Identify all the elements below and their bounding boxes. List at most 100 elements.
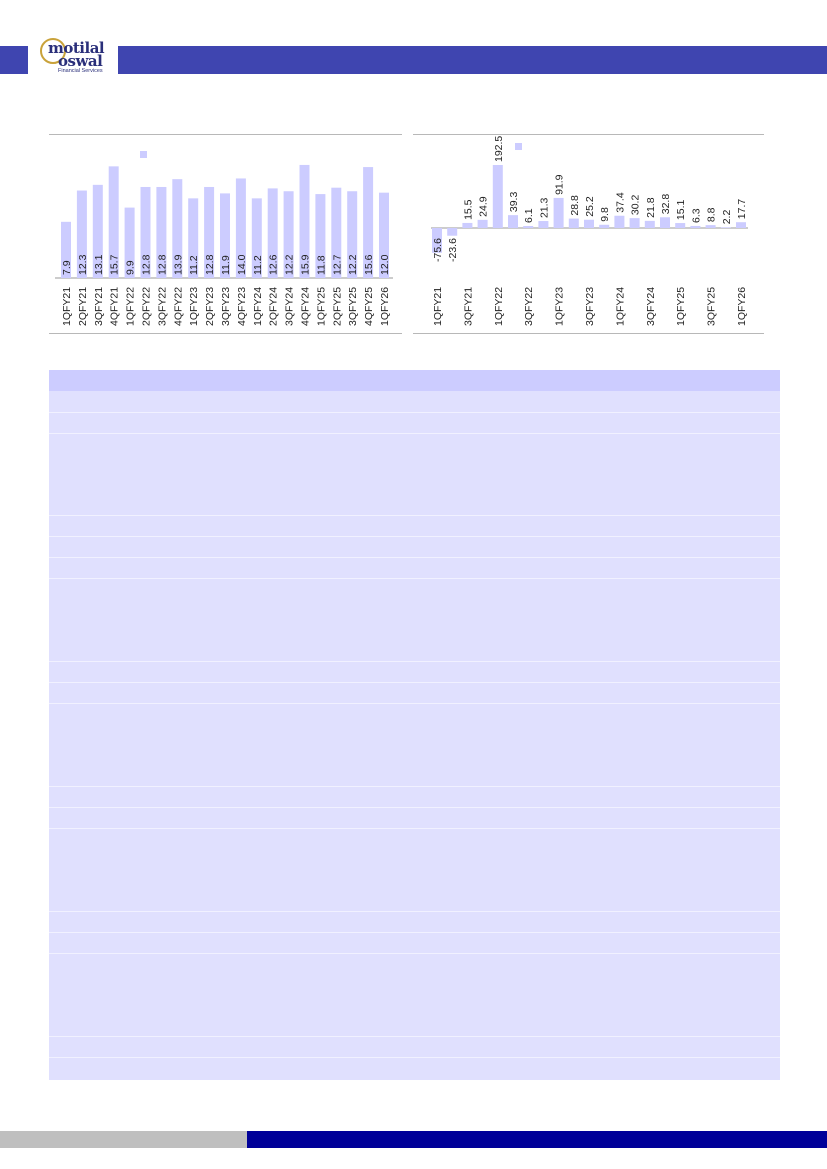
x-tick-label: 2QFY21 xyxy=(77,287,89,326)
x-tick-label: 1QFY25 xyxy=(675,287,687,326)
bar xyxy=(675,223,686,228)
table-row-divider xyxy=(49,828,780,829)
data-label: 12.8 xyxy=(204,254,216,275)
table-row-divider xyxy=(49,703,780,704)
x-tick-label: 2QFY24 xyxy=(268,287,280,326)
chart-1-bottom-rule xyxy=(49,333,402,334)
x-tick-label: 3QFY24 xyxy=(645,287,657,326)
bar xyxy=(235,178,246,278)
logo-word-2: oswal xyxy=(58,52,103,70)
x-tick-label: 1QFY22 xyxy=(493,287,505,326)
chart-quarterly-bars-left: 7.9 1QFY21 12.3 2QFY21 13.1 3QFY21 15.7 4QFY21 9… xyxy=(55,151,393,326)
table-row-divider xyxy=(49,578,780,579)
table-row-divider xyxy=(49,911,780,912)
data-label: 11.8 xyxy=(315,255,327,275)
bar xyxy=(720,227,731,228)
data-label: 13.1 xyxy=(93,254,105,275)
bar xyxy=(660,217,670,228)
data-label: -23.6 xyxy=(447,238,459,262)
x-tick-label: 4QFY23 xyxy=(236,287,248,326)
data-label: 9.9 xyxy=(125,260,137,275)
x-tick-label: 3QFY23 xyxy=(220,287,232,326)
data-label: 12.8 xyxy=(141,254,153,275)
data-label: 15.5 xyxy=(462,199,474,220)
company-logo: motilal oswal Financial Services xyxy=(38,38,116,78)
bar xyxy=(736,222,746,228)
data-label: 12.6 xyxy=(268,254,280,275)
bar xyxy=(614,215,625,228)
x-tick-label: 1QFY24 xyxy=(614,287,626,326)
data-label: 8.8 xyxy=(706,207,718,222)
data-label: 15.7 xyxy=(109,254,121,275)
x-tick-label: 4QFY22 xyxy=(172,287,184,326)
bar xyxy=(267,188,278,278)
table-row-divider xyxy=(49,433,780,434)
bar xyxy=(363,167,374,278)
x-tick-label: 4QFY24 xyxy=(300,287,312,326)
table-row-divider xyxy=(49,661,780,662)
x-tick-label: 1QFY24 xyxy=(252,287,264,326)
table-header xyxy=(49,370,780,391)
x-tick-label: 1QFY23 xyxy=(554,287,566,326)
table-row-divider xyxy=(49,807,780,808)
data-label: 6.3 xyxy=(690,208,702,223)
table-row-divider xyxy=(49,515,780,516)
bar xyxy=(508,215,518,228)
bar xyxy=(251,198,262,278)
data-label: 12.0 xyxy=(379,254,391,275)
x-tick-label: 3QFY25 xyxy=(706,287,718,326)
x-tick-label: 1QFY21 xyxy=(61,287,73,326)
data-label: 11.9 xyxy=(220,255,232,275)
table-row-divider xyxy=(49,536,780,537)
bar xyxy=(92,184,103,278)
bar xyxy=(220,193,230,278)
x-tick-label: 1QFY23 xyxy=(188,287,200,326)
bar xyxy=(523,226,534,228)
chart-2-top-rule xyxy=(413,134,764,135)
table-row-divider xyxy=(49,557,780,558)
bar xyxy=(315,194,326,278)
bar xyxy=(690,225,701,228)
x-tick-label: 1QFY26 xyxy=(736,287,748,326)
data-label: 9.8 xyxy=(599,207,611,222)
bar xyxy=(108,166,119,278)
bar xyxy=(61,221,71,278)
bar xyxy=(204,186,215,278)
bar xyxy=(124,207,135,278)
bar xyxy=(629,218,640,228)
bar xyxy=(447,228,458,236)
data-label: 32.8 xyxy=(660,194,672,215)
header-bar xyxy=(118,46,827,74)
data-label: -75.6 xyxy=(432,238,444,262)
table-body xyxy=(49,391,780,1080)
bar xyxy=(705,225,716,228)
x-tick-label: 4QFY21 xyxy=(109,287,121,326)
bar xyxy=(462,222,473,228)
logo-ring-icon xyxy=(40,38,66,64)
x-tick-label: 2QFY22 xyxy=(141,287,153,326)
bar xyxy=(492,165,503,228)
chart-quarterly-growth-right: -75.6 1QFY21 -23.6 15.5 3QFY21 24.9 192.5 1QFY2… xyxy=(431,136,748,326)
data-label: 21.3 xyxy=(538,197,550,218)
logo-word-1: motilal xyxy=(48,39,105,57)
x-tick-label: 3QFY25 xyxy=(347,287,359,326)
bar xyxy=(584,219,594,228)
data-label: 7.9 xyxy=(61,260,73,275)
data-label: 15.6 xyxy=(363,254,375,275)
data-label: 12.2 xyxy=(347,254,359,275)
data-label: 6.1 xyxy=(523,208,535,223)
data-label: 37.4 xyxy=(614,192,626,213)
data-label: 91.9 xyxy=(554,174,566,195)
x-tick-label: 1QFY26 xyxy=(379,287,391,326)
bar xyxy=(76,190,87,278)
data-label: 39.3 xyxy=(508,192,520,213)
data-label: 15.9 xyxy=(300,254,312,275)
x-tick-label: 3QFY22 xyxy=(523,287,535,326)
bar xyxy=(553,197,564,228)
data-label: 30.2 xyxy=(630,195,642,216)
x-tick-label: 2QFY23 xyxy=(204,287,216,326)
x-tick-label: 3QFY22 xyxy=(156,287,168,326)
footer-blue-bar xyxy=(247,1131,827,1148)
bar xyxy=(156,186,167,278)
bar xyxy=(188,198,199,278)
